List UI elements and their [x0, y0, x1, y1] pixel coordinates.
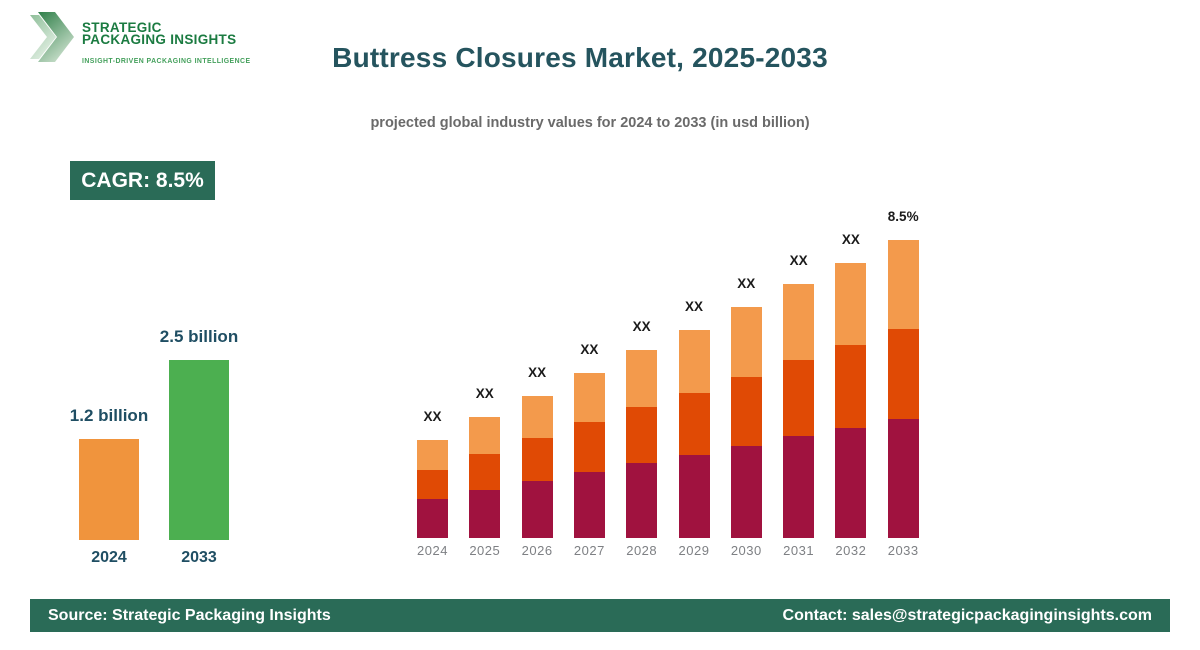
page-title: Buttress Closures Market, 2025-2033 [332, 42, 828, 73]
x-tick-2028: 2028 [626, 543, 658, 558]
footer-bar: Source: Strategic Packaging Insights Con… [30, 599, 1170, 632]
stacked-bar-2026-bottom-segment [521, 481, 553, 538]
mini-x-label-2033: 2033 [181, 549, 217, 566]
bar-label-2029: XX [684, 299, 703, 314]
logo-wordmark: STRATEGIC PACKAGING INSIGHTS INSIGHT-DRI… [82, 12, 251, 65]
stacked-bar-2032-bottom-segment [835, 428, 867, 538]
stacked-bar-2031-bottom-segment [783, 436, 815, 538]
mini-x-label-2024: 2024 [91, 549, 127, 566]
stacked-bar-2033-middle-segment [887, 329, 919, 419]
stacked-bar-2031-top-segment [783, 284, 815, 360]
x-tick-2033: 2033 [887, 543, 919, 558]
stacked-bar-2027-top-segment [573, 373, 605, 422]
stacked-bar-2028-middle-segment [626, 407, 658, 463]
mini-bar-2024 [79, 439, 139, 540]
logo: STRATEGIC PACKAGING INSIGHTS INSIGHT-DRI… [30, 12, 251, 67]
bar-label-2025: XX [475, 386, 494, 401]
stacked-bar-2028-top-segment [626, 350, 658, 407]
cagr-badge: CAGR: 8.5% [70, 161, 215, 200]
stacked-bar-2031-middle-segment [783, 360, 815, 436]
x-tick-2030: 2030 [730, 543, 762, 558]
stacked-bar-2025-top-segment [469, 417, 501, 454]
bar-label-2027: XX [580, 342, 599, 357]
stacked-bar-2032-middle-segment [835, 345, 867, 428]
stacked-bar-2030-bottom-segment [730, 446, 762, 538]
bar-label-2026: XX [528, 365, 547, 380]
mini-bar-2033 [169, 360, 229, 540]
stacked-bar-2028-bottom-segment [626, 463, 658, 538]
bar-label-2031: XX [789, 253, 808, 268]
stacked-bar-2026-middle-segment [521, 438, 553, 481]
stacked-bar-2025-middle-segment [469, 454, 501, 490]
x-tick-2032: 2032 [835, 543, 867, 558]
bar-label-2028: XX [632, 319, 651, 334]
x-tick-2027: 2027 [573, 543, 605, 558]
bar-label-2030: XX [737, 276, 756, 291]
stacked-bar-2024-top-segment [417, 440, 448, 470]
stacked-bar-2027-bottom-segment [573, 472, 605, 538]
cagr-badge-label: CAGR: 8.5% [81, 168, 204, 192]
x-tick-2026: 2026 [521, 543, 553, 558]
bar-label-2024: XX [423, 409, 442, 424]
logo-tagline: INSIGHT-DRIVEN PACKAGING INTELLIGENCE [82, 58, 251, 65]
stacked-bar-2030-middle-segment [730, 377, 762, 446]
stacked-bar-2033-bottom-segment [887, 419, 919, 538]
stacked-bar-2026-top-segment [521, 396, 553, 438]
x-tick-2024: 2024 [417, 543, 448, 558]
x-tick-2025: 2025 [469, 543, 501, 558]
stacked-bar-2025-bottom-segment [469, 490, 501, 538]
mini-chart: 1.2 billion 2024 2.5 billion 2033 [70, 320, 238, 575]
bar-label-2033: 8.5% [887, 209, 919, 224]
double-chevron-right-icon [30, 12, 74, 67]
logo-wordmark-line2: PACKAGING INSIGHTS [82, 32, 237, 47]
stacked-bar-2029-top-segment [678, 330, 710, 393]
mini-value-label-2033: 2.5 billion [159, 327, 239, 346]
stacked-bar-2029-bottom-segment [678, 455, 710, 538]
bar-label-2032: XX [841, 232, 860, 247]
logo-wordmark-line1: STRATEGIC [82, 20, 162, 35]
page-subtitle: projected global industry values for 202… [370, 115, 810, 131]
stacked-bar-2024-middle-segment [417, 470, 448, 499]
x-tick-2031: 2031 [783, 543, 815, 558]
footer-contact: Contact: sales@strategicpackaginginsight… [782, 606, 1152, 624]
stacked-bar-2030-top-segment [730, 307, 762, 377]
stacked-bar-2033-top-segment [887, 240, 919, 329]
stacked-bar-2024-bottom-segment [417, 499, 448, 538]
stacked-chart: XX 2024 XX 2025 XX 2026 XX 2027 XX 2028 XX 2029 XX 20… [417, 200, 929, 570]
mini-value-label-2024: 1.2 billion [69, 406, 149, 425]
stacked-bar-2029-middle-segment [678, 393, 710, 455]
footer-source: Source: Strategic Packaging Insights [48, 606, 331, 624]
stacked-bar-2032-top-segment [835, 263, 867, 345]
x-tick-2029: 2029 [678, 543, 710, 558]
stacked-bar-2027-middle-segment [573, 422, 605, 472]
